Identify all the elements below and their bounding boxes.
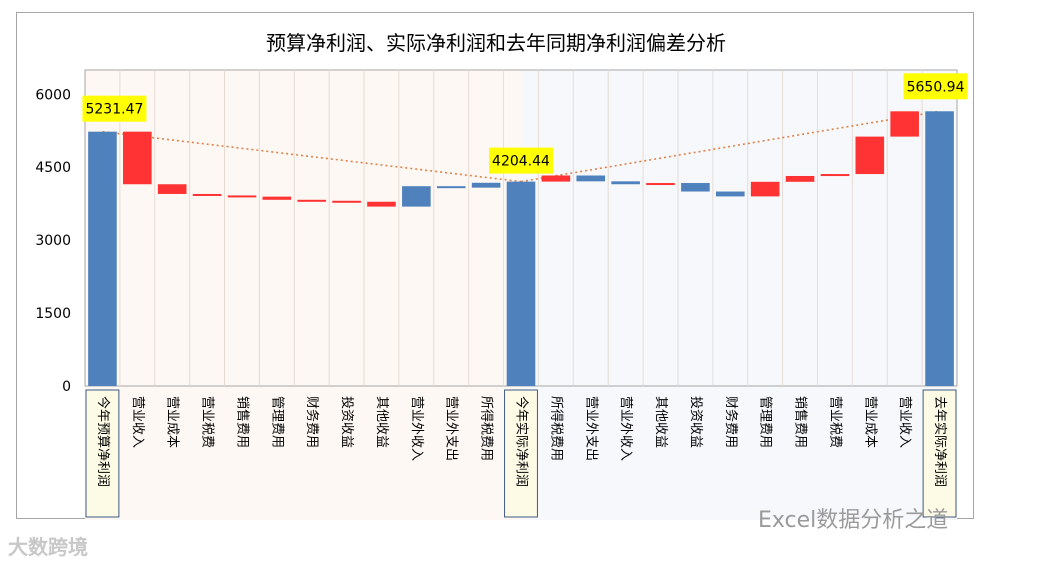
bar-down <box>750 181 780 197</box>
total-label-highlight <box>922 389 957 518</box>
bar-up <box>715 191 745 197</box>
bar-up <box>402 186 431 207</box>
x-category-label: 所得税费用 <box>479 396 495 461</box>
y-tick-label: 0 <box>62 379 71 395</box>
x-category-label: 营业外收入 <box>409 396 424 461</box>
x-category-label: 其他收益 <box>374 396 389 448</box>
bar-total <box>925 111 954 387</box>
x-category-label: 去年实际净利润 <box>932 396 947 487</box>
chart-frame: 预算净利润、实际净利润和去年同期净利润偏差分析 0 1500 3000 4500 600… <box>16 12 974 520</box>
bar-down <box>367 201 396 207</box>
bar-down <box>157 184 187 194</box>
bar-down <box>855 136 885 175</box>
bar-down <box>262 196 292 200</box>
total-label-highlight <box>504 389 538 518</box>
bar-up <box>576 175 606 182</box>
x-category-label: 今年实际净利润 <box>514 396 530 487</box>
bar-up <box>681 183 710 192</box>
y-tick-label: 3000 <box>35 233 71 249</box>
bar-down <box>646 183 675 186</box>
y-tick-label: 4500 <box>35 160 71 176</box>
x-category-label: 管理费用 <box>758 396 773 448</box>
plot-background-left <box>85 70 521 520</box>
x-category-label: 管理费用 <box>269 396 284 448</box>
bar-down <box>123 131 152 185</box>
total-callout-box <box>903 73 968 100</box>
bar-total <box>88 131 117 386</box>
y-tick-label: 1500 <box>35 306 71 322</box>
total-callout-text: 5650.94 <box>907 79 965 95</box>
x-category-label: 营业收入 <box>130 396 145 448</box>
total-callout-text: 4204.44 <box>492 154 550 170</box>
bar-up <box>436 186 466 189</box>
trend-line <box>102 130 522 183</box>
x-category-label: 营业税费 <box>827 396 842 448</box>
x-category-label: 投资收益 <box>339 396 355 448</box>
x-category-label: 投资收益 <box>688 396 704 448</box>
total-callout-text: 5231.47 <box>85 102 143 118</box>
bar-down <box>785 175 815 182</box>
x-category-label: 其他收益 <box>653 396 668 448</box>
x-category-label: 营业税费 <box>200 396 215 448</box>
x-category-label: 营业外支出 <box>444 396 459 461</box>
x-category-label: 营业外收入 <box>618 396 633 461</box>
x-category-label: 营业成本 <box>165 396 180 448</box>
x-category-label: 销售费用 <box>793 396 809 448</box>
x-category-label: 营业收入 <box>897 396 912 448</box>
bar-up <box>471 182 501 188</box>
bar-down <box>541 175 571 182</box>
chart-title: 预算净利润、实际净利润和去年同期净利润偏差分析 <box>266 31 726 55</box>
total-callout-box <box>82 95 147 122</box>
x-category-label: 所得税费用 <box>548 396 564 461</box>
x-category-label: 营业成本 <box>862 396 877 448</box>
x-category-label: 财务费用 <box>304 396 320 448</box>
bar-total <box>506 181 536 386</box>
x-category-label: 销售费用 <box>234 396 250 448</box>
waterfall-chart: 预算净利润、实际净利润和去年同期净利润偏差分析 0 1500 3000 4500 600… <box>35 31 968 520</box>
bar-down <box>227 195 257 198</box>
x-category-label: 营业外支出 <box>583 396 598 461</box>
watermark-left: 大数跨境 <box>8 535 88 559</box>
bar-down <box>332 200 361 203</box>
x-category-label: 今年预算净利润 <box>95 396 111 487</box>
bar-down <box>820 174 850 177</box>
total-label-highlight <box>85 389 120 518</box>
total-callout-box <box>489 147 553 174</box>
watermark-right: Excel数据分析之道 <box>758 508 949 533</box>
y-tick-label: 6000 <box>35 87 71 103</box>
bar-down <box>297 199 327 202</box>
x-category-label: 财务费用 <box>723 396 739 448</box>
bar-down <box>192 193 222 196</box>
bar-down <box>890 111 919 137</box>
bar-up <box>611 181 640 185</box>
trend-line <box>520 110 940 183</box>
